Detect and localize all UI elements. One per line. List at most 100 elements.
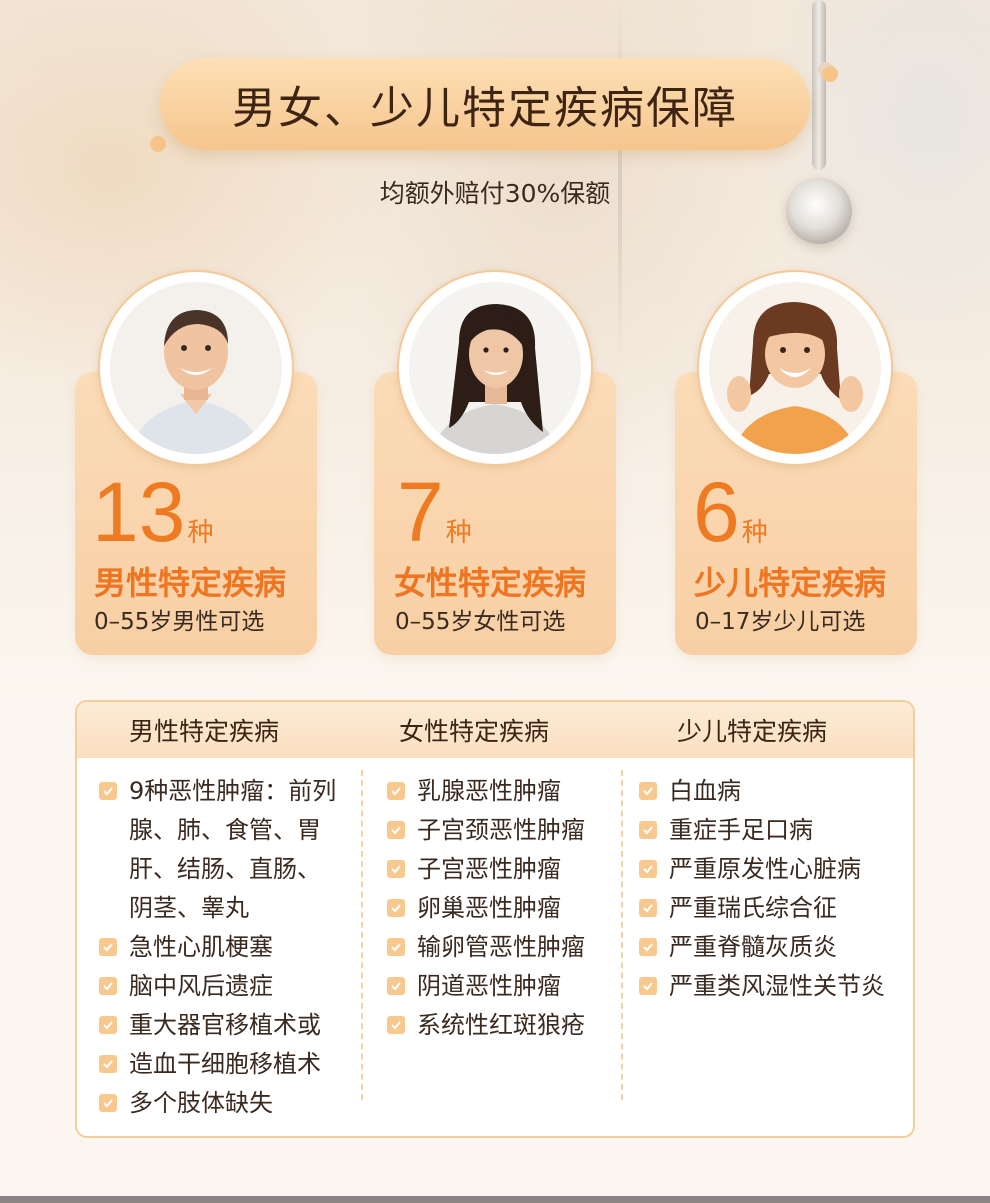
check-icon — [639, 977, 657, 995]
list-item-text: 乳腺恶性肿瘤 — [417, 777, 561, 805]
male-disease-list: 9种恶性肿瘤：前列 腺、肺、食管、胃 肝、结肠、直肠、 阴茎、睾丸 急性心肌梗塞… — [99, 772, 336, 1123]
table-header-male: 男性特定疾病 — [129, 717, 280, 746]
card-male-title: 男性特定疾病 — [94, 564, 287, 602]
check-icon — [387, 938, 405, 956]
check-icon — [639, 899, 657, 917]
check-icon — [99, 1055, 117, 1073]
list-item-text: 重大器官移植术或 — [129, 1011, 321, 1039]
check-icon — [387, 782, 405, 800]
check-icon — [639, 860, 657, 878]
table-header: 男性特定疾病 女性特定疾病 少儿特定疾病 — [77, 702, 913, 758]
card-male-sub: 0–55岁男性可选 — [94, 609, 265, 635]
card-female-sub: 0–55岁女性可选 — [395, 609, 566, 635]
list-item-text: 多个肢体缺失 — [129, 1089, 273, 1117]
coat-placket — [618, 0, 622, 360]
stethoscope-tube — [812, 0, 826, 170]
list-item: 子宫颈恶性肿瘤 — [387, 811, 585, 850]
list-item-text: 白血病 — [669, 777, 741, 805]
list-item: 严重瑞氏综合征 — [639, 889, 885, 928]
count-child-unit: 种 — [741, 518, 768, 548]
list-item: 多个肢体缺失 — [99, 1084, 336, 1123]
list-item-text: 严重类风湿性关节炎 — [669, 972, 885, 1000]
check-icon — [639, 821, 657, 839]
card-female-title: 女性特定疾病 — [394, 564, 587, 602]
count-male: 13种 — [92, 470, 213, 554]
list-item: 卵巢恶性肿瘤 — [387, 889, 585, 928]
count-female: 7种 — [397, 470, 472, 554]
check-icon — [99, 938, 117, 956]
female-disease-list: 乳腺恶性肿瘤 子宫颈恶性肿瘤 子宫恶性肿瘤 卵巢恶性肿瘤 输卵管恶性肿瘤 阴道恶… — [387, 772, 585, 1045]
list-item: 重大器官移植术或 — [99, 1006, 336, 1045]
count-female-number: 7 — [397, 465, 444, 559]
list-item: 脑中风后遗症 — [99, 967, 336, 1006]
check-icon — [639, 782, 657, 800]
list-item: 重症手足口病 — [639, 811, 885, 850]
check-icon — [387, 821, 405, 839]
list-item-text: 严重脊髓灰质炎 — [669, 933, 837, 961]
list-item: 严重类风湿性关节炎 — [639, 967, 885, 1006]
list-item-text: 脑中风后遗症 — [129, 972, 273, 1000]
table-header-female: 女性特定疾病 — [399, 717, 550, 746]
count-female-unit: 种 — [445, 518, 472, 548]
list-item: 造血干细胞移植术 — [99, 1045, 336, 1084]
title-banner: 男女、少儿特定疾病保障 — [160, 58, 810, 150]
list-item: 严重原发性心脏病 — [639, 850, 885, 889]
count-child-number: 6 — [693, 465, 740, 559]
list-item: 输卵管恶性肿瘤 — [387, 928, 585, 967]
woman-photo-icon — [409, 282, 581, 454]
avatar-female — [397, 270, 593, 466]
list-item: 阴道恶性肿瘤 — [387, 967, 585, 1006]
avatar-male — [98, 270, 294, 466]
check-icon — [99, 1016, 117, 1034]
list-item-text: 严重原发性心脏病 — [669, 855, 861, 883]
list-item-text: 急性心肌梗塞 — [129, 933, 273, 961]
decor-dot — [150, 136, 166, 152]
check-icon — [99, 977, 117, 995]
list-item: 白血病 — [639, 772, 885, 811]
disease-table: 男性特定疾病 女性特定疾病 少儿特定疾病 9种恶性肿瘤：前列 腺、肺、食管、胃 … — [75, 700, 915, 1138]
list-item-text: 卵巢恶性肿瘤 — [417, 894, 561, 922]
page-title: 男女、少儿特定疾病保障 — [232, 83, 738, 134]
bottom-divider — [0, 1196, 990, 1203]
card-child-sub: 0–17岁少儿可选 — [695, 609, 866, 635]
check-icon — [99, 782, 117, 800]
avatar-child — [697, 270, 893, 466]
stethoscope-icon — [786, 178, 852, 244]
check-icon — [387, 899, 405, 917]
list-item-text: 严重瑞氏综合征 — [669, 894, 837, 922]
list-item-text: 子宫恶性肿瘤 — [417, 855, 561, 883]
list-item-text: 9种恶性肿瘤：前列 — [129, 777, 337, 805]
child-disease-list: 白血病 重症手足口病 严重原发性心脏病 严重瑞氏综合征 严重脊髓灰质炎 严重类风… — [639, 772, 885, 1006]
decor-dot — [822, 66, 838, 82]
count-male-number: 13 — [92, 465, 186, 559]
man-photo-icon — [110, 282, 282, 454]
column-divider — [361, 770, 363, 1100]
list-item-text: 子宫颈恶性肿瘤 — [417, 816, 585, 844]
list-item-text: 重症手足口病 — [669, 816, 813, 844]
list-item: 子宫恶性肿瘤 — [387, 850, 585, 889]
list-item-text: 系统性红斑狼疮 — [417, 1011, 585, 1039]
list-item: 9种恶性肿瘤：前列 腺、肺、食管、胃 肝、结肠、直肠、 阴茎、睾丸 — [99, 772, 336, 928]
list-item: 乳腺恶性肿瘤 — [387, 772, 585, 811]
child-photo-icon — [709, 282, 881, 454]
count-child: 6种 — [693, 470, 768, 554]
column-divider — [621, 770, 623, 1100]
list-item-text: 造血干细胞移植术 — [129, 1050, 321, 1078]
check-icon — [387, 977, 405, 995]
check-icon — [387, 860, 405, 878]
list-item-text: 输卵管恶性肿瘤 — [417, 933, 585, 961]
list-item: 严重脊髓灰质炎 — [639, 928, 885, 967]
list-item-text: 阴道恶性肿瘤 — [417, 972, 561, 1000]
list-item-text: 阴茎、睾丸 — [129, 894, 249, 922]
table-header-child: 少儿特定疾病 — [677, 717, 828, 746]
card-child-title: 少儿特定疾病 — [694, 564, 887, 602]
list-item: 急性心肌梗塞 — [99, 928, 336, 967]
check-icon — [99, 1094, 117, 1112]
count-male-unit: 种 — [187, 518, 214, 548]
check-icon — [387, 1016, 405, 1034]
list-item-text: 腺、肺、食管、胃 — [129, 816, 321, 844]
page-subtitle: 均额外赔付30%保额 — [379, 179, 611, 208]
check-icon — [639, 938, 657, 956]
list-item-text: 肝、结肠、直肠、 — [129, 855, 321, 883]
list-item: 系统性红斑狼疮 — [387, 1006, 585, 1045]
